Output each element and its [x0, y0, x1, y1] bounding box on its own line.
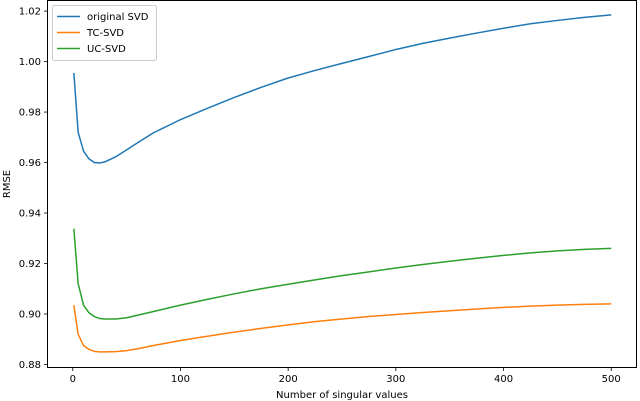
x-tick-label: 500 [602, 374, 621, 385]
x-tick-label: 400 [494, 374, 513, 385]
y-tick-label: 0.96 [19, 158, 41, 169]
series-line-uc-svd [73, 228, 612, 320]
legend: original SVD TC-SVD UC-SVD [52, 5, 157, 61]
x-axis-label: Number of singular values [276, 390, 408, 401]
legend-label-tc-svd: TC-SVD [86, 28, 124, 39]
x-axis: 0 100 200 300 400 500 [70, 367, 621, 385]
y-tick-label: 0.90 [19, 309, 41, 320]
x-tick-label: 200 [279, 374, 298, 385]
plot-area: 0 100 200 300 400 500 0.88 0.90 0.92 0.94 0.96 0.9… [19, 0, 637, 385]
y-tick-label: 0.94 [19, 209, 41, 220]
y-tick-label: 0.88 [19, 360, 41, 371]
series-line-tc-svd [73, 303, 612, 353]
x-tick-label: 100 [171, 374, 190, 385]
y-tick-label: 0.98 [19, 108, 41, 119]
legend-label-uc-svd: UC-SVD [87, 44, 126, 55]
y-axis-label: RMSE [2, 170, 13, 198]
x-tick-label: 300 [386, 374, 405, 385]
y-tick-label: 1.00 [19, 57, 41, 68]
plot-frame [47, 0, 637, 368]
y-axis: 0.88 0.90 0.92 0.94 0.96 0.98 1.00 1.02 [19, 7, 48, 371]
legend-box [52, 5, 157, 61]
legend-label-original-svd: original SVD [87, 12, 149, 23]
series-line-original-svd [73, 14, 612, 164]
y-tick-label: 0.92 [19, 259, 41, 270]
x-tick-label: 0 [70, 374, 76, 385]
series-layer [73, 14, 612, 353]
y-tick-label: 1.02 [19, 7, 41, 18]
